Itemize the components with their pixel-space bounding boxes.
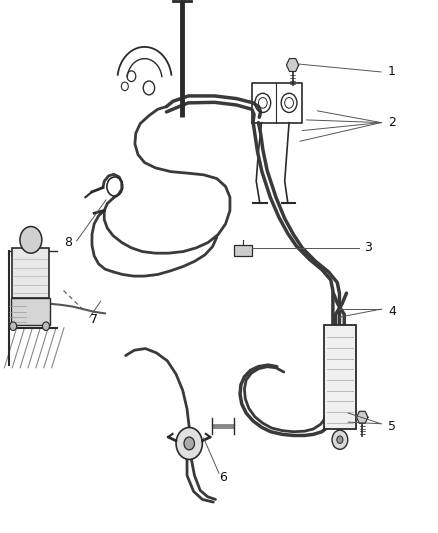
Bar xyxy=(324,325,356,429)
Circle shape xyxy=(332,430,348,449)
Circle shape xyxy=(337,436,343,443)
Text: 5: 5 xyxy=(388,420,396,433)
Bar xyxy=(234,245,252,256)
Text: 7: 7 xyxy=(90,313,98,326)
Text: 1: 1 xyxy=(388,66,396,78)
Circle shape xyxy=(176,427,202,459)
Polygon shape xyxy=(357,411,368,423)
Text: 4: 4 xyxy=(388,305,396,318)
Text: 3: 3 xyxy=(364,241,372,254)
Circle shape xyxy=(42,322,49,330)
Text: 6: 6 xyxy=(219,471,227,483)
Circle shape xyxy=(20,227,42,253)
Circle shape xyxy=(184,437,194,450)
Bar xyxy=(11,298,50,325)
Bar xyxy=(12,248,49,298)
Circle shape xyxy=(10,322,17,330)
Polygon shape xyxy=(286,59,299,71)
Text: 8: 8 xyxy=(64,236,72,249)
Text: 2: 2 xyxy=(388,116,396,129)
